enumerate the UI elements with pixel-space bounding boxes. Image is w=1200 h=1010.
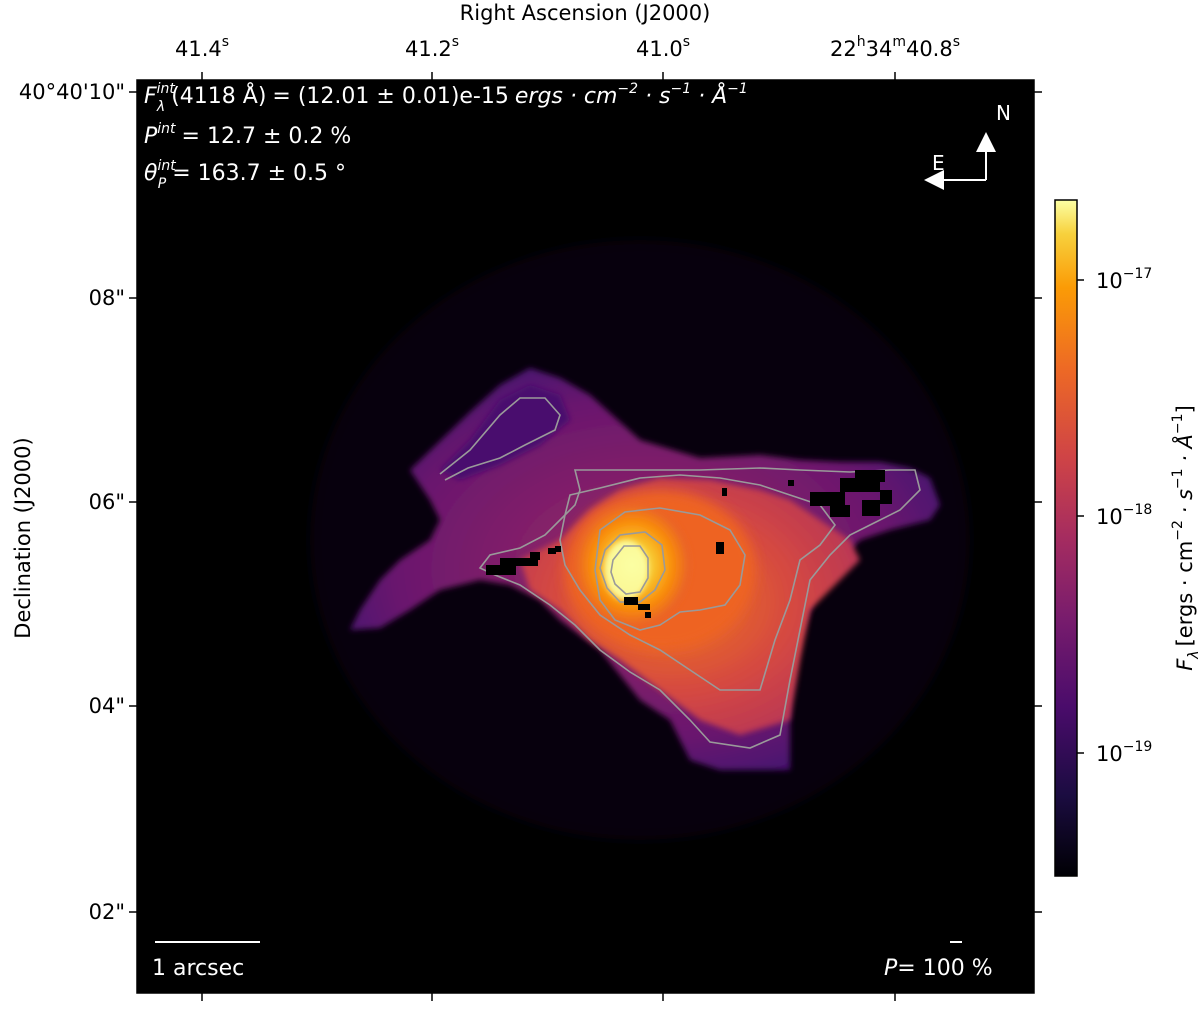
- ra-tick-label: 41.0s: [636, 34, 690, 61]
- flux-line: Fint λ (4118 Å) = (12.01 ± 0.01)e-15 ergs · …: [144, 81, 748, 115]
- image-frame: [136, 79, 1035, 994]
- contour-core-outer: [599, 531, 666, 603]
- colorbar-tick-labels: 10−17 10−18 10−19: [1096, 266, 1152, 766]
- colorbar-tick-label: 10−17: [1096, 266, 1152, 293]
- image-panel: Fint λ (4118 Å) = (12.01 ± 0.01)e-15 ergs · …: [136, 79, 1035, 994]
- ra-tick-label: 41.2s: [405, 34, 459, 61]
- angle-line: θint P = 163.7 ± 0.5 °: [144, 158, 346, 192]
- colorbar: 10−17 10−18 10−19 Fλ[ergs · cm−2 · s−1 ·…: [1054, 199, 1200, 877]
- dec-tick-label: 40°40'10": [19, 80, 125, 104]
- scale-bar-label: 1 arcsec: [152, 956, 244, 981]
- ra-tick-label: 22h34m40.8s: [830, 34, 960, 61]
- north-label: N: [996, 101, 1011, 125]
- dec-tick-label: 04": [89, 694, 125, 718]
- contours: [439, 397, 921, 749]
- pol-scale-label: P= 100 %: [884, 956, 993, 981]
- y-axis-title: Declination (J2000): [11, 437, 35, 638]
- contour-inner: [594, 507, 746, 631]
- dec-tick-label: 02": [89, 900, 125, 924]
- dec-tick-label: 08": [89, 286, 125, 310]
- x-axis-title: Right Ascension (J2000): [460, 1, 711, 25]
- annotation: Fint λ (4118 Å) = (12.01 ± 0.01)e-15 ergs · …: [144, 81, 748, 192]
- colorbar-ticks: [1077, 279, 1084, 754]
- contour-mid: [559, 474, 836, 691]
- polarization-line: Pint = 12.7 ± 0.2 %: [144, 121, 351, 149]
- contour-outer: [439, 397, 921, 749]
- ra-tick-label: 41.4s: [175, 34, 229, 61]
- east-label: E: [932, 151, 945, 175]
- compass: [924, 132, 996, 190]
- top-tick-labels: 41.4s 41.2s 41.0s 22h34m40.8s: [175, 34, 960, 61]
- dec-tick-label: 06": [89, 490, 125, 514]
- axis-ticks: [129, 72, 1042, 1001]
- colorbar-label: Fλ[ergs · cm−2 · s−1 · Å−1]: [1170, 405, 1200, 671]
- colorbar-tick-label: 10−18: [1096, 502, 1152, 529]
- emission-arm: [440, 385, 570, 480]
- left-tick-labels: 40°40'10" 08" 06" 04" 02": [19, 80, 125, 924]
- colorbar-tick-label: 10−19: [1096, 739, 1152, 766]
- contour-core: [610, 545, 649, 595]
- colorbar-gradient: [1055, 200, 1077, 876]
- colorbar-frame: [1054, 199, 1078, 877]
- masked-pixels: [486, 470, 892, 618]
